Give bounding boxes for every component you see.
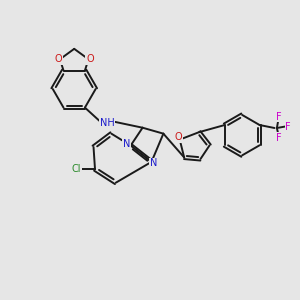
Text: NH: NH <box>100 118 114 128</box>
Text: F: F <box>276 133 281 142</box>
Text: N: N <box>150 158 158 168</box>
Text: F: F <box>276 112 281 122</box>
Text: Cl: Cl <box>72 164 81 174</box>
Text: O: O <box>86 54 94 64</box>
Text: O: O <box>55 54 62 64</box>
Text: O: O <box>174 132 182 142</box>
Text: N: N <box>122 139 130 149</box>
Text: F: F <box>285 122 291 131</box>
